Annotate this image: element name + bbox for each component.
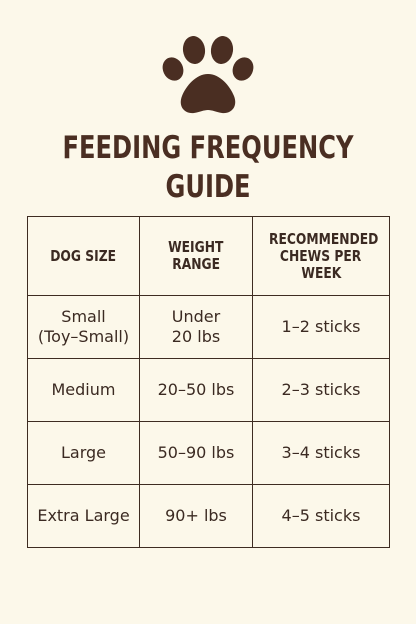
cell-weight-range: 90+ lbs <box>139 484 253 548</box>
cell-chews: 4–5 sticks <box>252 484 390 548</box>
header-weight-range-line-1: WEIGHT <box>168 238 224 256</box>
cell-chews: 3–4 sticks <box>252 421 390 485</box>
header-weight-range: WEIGHT RANGE <box>139 216 253 296</box>
table-header-row: DOG SIZE WEIGHT RANGE RECOMMENDED CHEWS … <box>27 216 390 296</box>
cell-dog-size-line-1: Small <box>61 307 106 326</box>
paw-print-icon <box>162 36 254 114</box>
header-weight-range-line-2: RANGE <box>172 255 220 273</box>
cell-dog-size: Medium <box>27 358 140 422</box>
header-chews-line-3: WEEK <box>301 263 341 282</box>
header-recommended-chews: RECOMMENDED CHEWS PER WEEK <box>252 216 390 296</box>
cell-dog-size: Small (Toy–Small) <box>27 295 140 359</box>
header-chews-line-1: RECOMMENDED <box>269 229 379 248</box>
page-title: FEEDING FREQUENCY <box>62 130 354 166</box>
cell-dog-size-line-2: (Toy–Small) <box>37 327 130 346</box>
cell-dog-size: Large <box>27 421 140 485</box>
cell-dog-size: Extra Large <box>27 484 140 548</box>
page-title-line-2: GUIDE <box>165 169 251 205</box>
table-row: Small (Toy–Small) Under 20 lbs 1–2 stick… <box>27 295 390 359</box>
cell-chews: 1–2 sticks <box>252 295 390 359</box>
header-dog-size: DOG SIZE <box>27 216 140 296</box>
cell-chews: 2–3 sticks <box>252 358 390 422</box>
header-chews-line-2: CHEWS PER <box>280 246 362 265</box>
cell-weight-range-line-2: 20 lbs <box>171 327 221 346</box>
table-row: Medium 20–50 lbs 2–3 sticks <box>27 358 390 422</box>
cell-weight-range: 50–90 lbs <box>139 421 253 485</box>
cell-weight-range: 20–50 lbs <box>139 358 253 422</box>
table-row: Extra Large 90+ lbs 4–5 sticks <box>27 484 390 548</box>
cell-weight-range: Under 20 lbs <box>139 295 253 359</box>
header-dog-size-label: DOG SIZE <box>50 246 117 265</box>
feeding-frequency-table: DOG SIZE WEIGHT RANGE RECOMMENDED CHEWS … <box>27 216 390 548</box>
cell-weight-range-line-1: Under <box>171 307 221 326</box>
table-row: Large 50–90 lbs 3–4 sticks <box>27 421 390 485</box>
